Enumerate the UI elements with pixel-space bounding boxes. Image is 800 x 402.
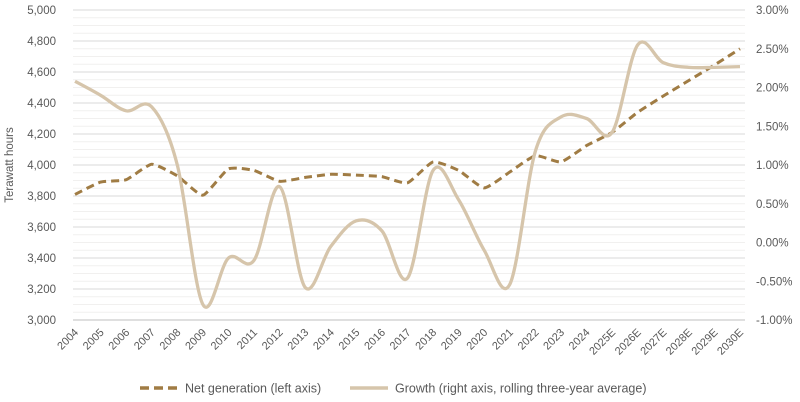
x-axis-tick-label: 2015 <box>337 327 363 353</box>
x-axis-tick-label: 2010 <box>209 327 235 353</box>
x-axis-tick-label: 2017 <box>388 327 414 353</box>
growth-line <box>74 40 741 309</box>
x-axis-tick-label: 2018 <box>413 327 439 353</box>
left-axis-tick-label: 4,200 <box>27 129 56 141</box>
x-axis-tick-label: 2009 <box>183 327 209 353</box>
x-axis-tick-label: 2011 <box>235 327 260 352</box>
x-axis-tick-label: 2022 <box>516 327 542 353</box>
x-axis-tick-label: 2007 <box>132 327 158 353</box>
y-axis-title: Terawatt hours <box>4 127 16 203</box>
legend-item-growth-label: Growth (right axis, rolling three-year a… <box>395 382 647 396</box>
net-generation-line <box>74 47 741 197</box>
x-axis-tick-label: 2004 <box>55 327 81 353</box>
right-axis-tick-label: 1.50% <box>756 121 789 133</box>
x-axis-tick-label: 2027E <box>638 327 669 358</box>
right-axis-tick-label: 0.50% <box>756 199 789 211</box>
x-axis-tick-label: 2029E <box>690 327 721 358</box>
right-axis-tick-label: -1.00% <box>756 315 792 327</box>
left-axis-tick-label: 5,000 <box>27 5 56 17</box>
x-axis-tick-label: 2028E <box>664 327 695 358</box>
left-axis-tick-label: 3,400 <box>27 253 56 265</box>
right-axis-tick-label: 3.00% <box>756 5 789 17</box>
left-axis-tick-label: 3,000 <box>27 315 56 327</box>
right-axis-tick-label: 1.00% <box>756 160 789 172</box>
x-axis-tick-label: 2026E <box>613 327 644 358</box>
x-axis-tick-label: 2030E <box>715 327 746 358</box>
x-axis-tick-label: 2012 <box>260 327 286 353</box>
x-axis-tick-label: 2006 <box>107 327 133 353</box>
x-axis-tick-label: 2025E <box>587 327 618 358</box>
x-axis-tick-label: 2008 <box>158 327 184 353</box>
legend: Net generation (left axis) Growth (right … <box>140 382 647 396</box>
x-axis-tick-label: 2020 <box>465 327 491 353</box>
right-axis-tick-label: 2.00% <box>756 83 789 95</box>
x-axis-tick-label: 2005 <box>81 327 107 353</box>
legend-item-net-generation-label: Net generation (left axis) <box>185 382 321 396</box>
x-axis-tick-label: 2019 <box>439 327 465 353</box>
x-axis-tick-label: 2021 <box>490 327 516 353</box>
right-axis-tick-label: -0.50% <box>756 276 792 288</box>
right-axis-tick-label: 0.00% <box>756 238 789 250</box>
left-axis-tick-label: 4,800 <box>27 36 56 48</box>
x-axis-tick-label: 2016 <box>362 327 388 353</box>
x-axis-tick-label: 2023 <box>541 327 567 353</box>
left-axis-tick-label: 4,000 <box>27 160 56 172</box>
left-axis-tick-label: 4,600 <box>27 67 56 79</box>
left-axis-tick-label: 3,600 <box>27 222 56 234</box>
left-axis-tick-label: 4,400 <box>27 98 56 110</box>
right-axis-tick-label: 2.50% <box>756 44 789 56</box>
left-axis-tick-label: 3,200 <box>27 284 56 296</box>
x-axis-tick-label: 2014 <box>311 327 337 353</box>
left-axis-tick-label: 3,800 <box>27 191 56 203</box>
x-axis-tick-label: 2013 <box>286 327 312 353</box>
